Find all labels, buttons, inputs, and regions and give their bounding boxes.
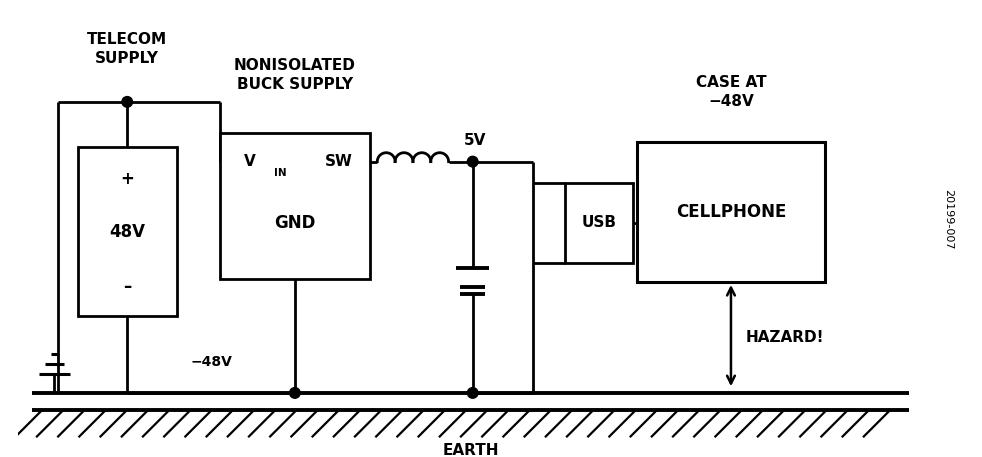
Text: IN: IN xyxy=(274,168,287,178)
Text: −48V: −48V xyxy=(191,355,232,369)
Text: 48V: 48V xyxy=(109,223,145,240)
Text: NONISOLATED
BUCK SUPPLY: NONISOLATED BUCK SUPPLY xyxy=(234,58,355,92)
Text: SW: SW xyxy=(325,154,353,169)
Text: HAZARD!: HAZARD! xyxy=(745,330,824,345)
Text: USB: USB xyxy=(581,215,617,230)
Circle shape xyxy=(467,388,478,398)
Circle shape xyxy=(290,388,300,398)
Text: –: – xyxy=(123,278,132,296)
Text: CELLPHONE: CELLPHONE xyxy=(676,203,787,221)
Bar xyxy=(566,183,632,263)
Bar xyxy=(220,133,369,279)
Circle shape xyxy=(467,156,478,167)
Text: CASE AT
−48V: CASE AT −48V xyxy=(695,75,766,109)
Bar xyxy=(636,143,826,282)
Text: TELECOM
SUPPLY: TELECOM SUPPLY xyxy=(87,32,167,66)
Text: V: V xyxy=(245,154,256,169)
Text: 20199-007: 20199-007 xyxy=(943,189,953,250)
Text: EARTH: EARTH xyxy=(443,443,499,457)
Text: GND: GND xyxy=(274,214,315,232)
Text: +: + xyxy=(120,170,135,188)
Text: 5V: 5V xyxy=(464,133,486,148)
Bar xyxy=(78,147,177,316)
Circle shape xyxy=(122,96,133,107)
